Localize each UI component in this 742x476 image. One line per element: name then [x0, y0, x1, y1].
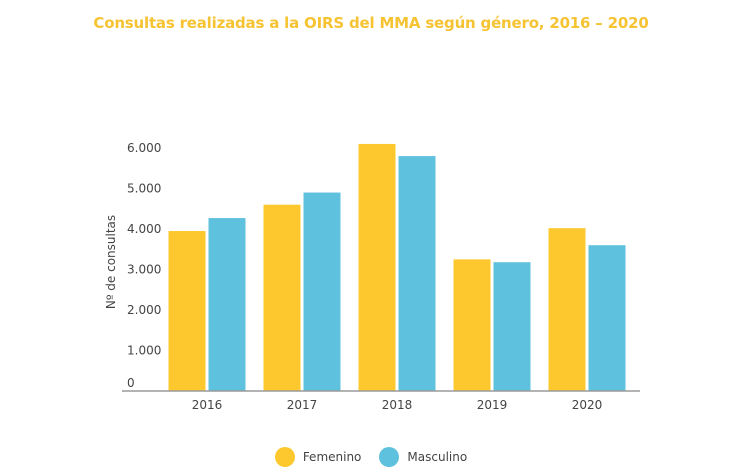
- y-tick-label: 4.000: [127, 222, 161, 236]
- x-tick-label-2016: 2016: [192, 398, 223, 412]
- bars: [168, 143, 626, 391]
- bar-femenino-2019: [453, 259, 491, 391]
- y-tick-label: 6.000: [127, 141, 161, 155]
- bar-masculino-2017: [303, 192, 341, 391]
- bar-femenino-2016: [168, 231, 206, 391]
- bar-masculino-2018: [398, 156, 436, 391]
- y-tick-label: 5.000: [127, 182, 161, 196]
- x-tick-label-2017: 2017: [287, 398, 318, 412]
- legend-label-femenino: Femenino: [302, 450, 362, 464]
- x-axis-ticks: 2016 2017 2018 2019 2020: [192, 398, 603, 412]
- bar-femenino-2017: [263, 204, 301, 391]
- y-tick-label: 1.000: [127, 344, 161, 358]
- y-tick-label: 3.000: [127, 263, 161, 277]
- y-axis-title: Nº de consultas: [104, 215, 118, 309]
- legend-item-femenino: Femenino: [274, 447, 362, 467]
- legend-label-masculino: Masculino: [407, 450, 468, 464]
- bar-femenino-2020: [548, 228, 586, 391]
- bar-masculino-2020: [588, 245, 626, 391]
- legend-item-masculino: Masculino: [379, 447, 467, 467]
- bar-femenino-2018: [358, 143, 396, 391]
- y-tick-label: 0: [127, 376, 135, 390]
- bar-masculino-2019: [493, 262, 531, 391]
- x-tick-label-2020: 2020: [572, 398, 603, 412]
- x-tick-label-2019: 2019: [477, 398, 508, 412]
- legend-swatch-femenino: [274, 447, 295, 467]
- bar-masculino-2016: [208, 218, 246, 391]
- y-tick-label: 2.000: [127, 303, 161, 317]
- x-tick-label-2018: 2018: [382, 398, 413, 412]
- y-axis-ticks: 0 1.000 2.000 3.000 4.000 5.000 6.000: [127, 141, 161, 390]
- legend-swatch-masculino: [379, 447, 400, 467]
- chart-title: Consultas realizadas a la OIRS del MMA s…: [93, 14, 649, 32]
- legend: Femenino Masculino: [0, 447, 742, 467]
